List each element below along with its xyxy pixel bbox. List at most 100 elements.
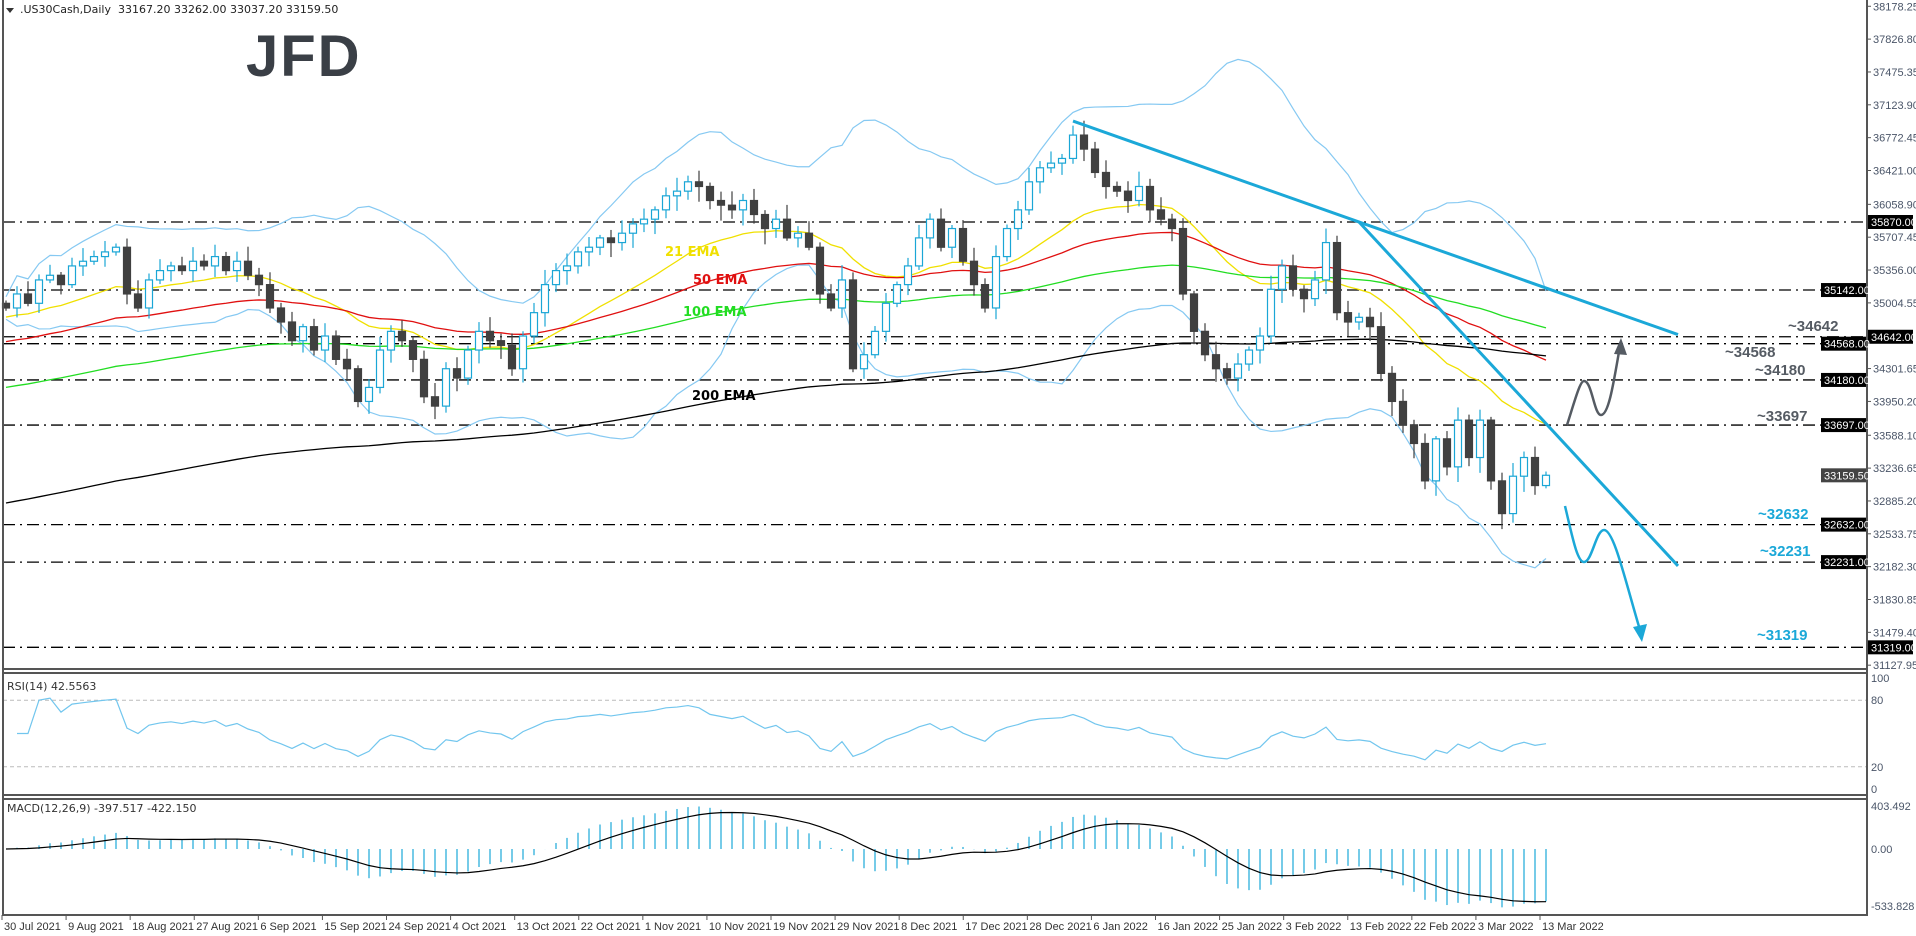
candle <box>749 188 759 224</box>
candle-body <box>144 279 154 309</box>
candle <box>12 286 22 318</box>
candle-body <box>1387 372 1397 403</box>
candle <box>914 224 924 270</box>
candle-body <box>903 265 913 286</box>
candle-body <box>738 199 748 211</box>
candle-body <box>419 358 429 398</box>
candle-body <box>166 265 176 272</box>
candle <box>1398 389 1408 433</box>
candle <box>606 229 616 258</box>
price-tick-label: 34301.65 <box>1873 364 1916 376</box>
annotation-33697: ~33697 <box>1757 408 1808 425</box>
candle-body <box>1442 438 1452 468</box>
candle <box>1519 451 1529 492</box>
level-price-label: 33697.00 <box>1824 420 1870 432</box>
candle <box>1255 327 1265 364</box>
candle <box>771 209 781 238</box>
candle-body <box>78 260 88 267</box>
rsi-tick-label: 80 <box>1871 695 1883 707</box>
candle-body <box>1486 419 1496 482</box>
date-label: 29 Nov 2021 <box>837 921 899 933</box>
candle <box>45 264 55 284</box>
price-tick-label: 37123.90 <box>1873 100 1916 112</box>
macd-signal-line <box>5 811 1547 903</box>
candle <box>727 191 737 219</box>
candle-body <box>1508 475 1518 515</box>
candle-body <box>1134 185 1144 202</box>
price-tick-label: 36772.45 <box>1873 133 1916 145</box>
candle-body <box>628 223 638 234</box>
price-tick-label: 33950.20 <box>1873 396 1916 408</box>
candle <box>1541 471 1551 489</box>
price-tick-label: 37826.80 <box>1873 34 1916 46</box>
candle <box>67 257 77 288</box>
candle-body <box>221 255 231 272</box>
candle-body <box>364 386 374 403</box>
candle-body <box>408 340 418 360</box>
candle <box>958 220 968 266</box>
candle <box>881 293 891 342</box>
candle-body <box>232 260 242 272</box>
candle <box>936 208 946 252</box>
price-tick-label: 33236.65 <box>1873 463 1916 475</box>
level-price-box <box>1821 336 1866 351</box>
candle-body <box>309 326 319 351</box>
candle-body <box>1112 185 1122 192</box>
candle-body <box>1156 209 1166 220</box>
candle <box>1431 436 1441 496</box>
trendline <box>1357 220 1680 567</box>
candle-body <box>1332 241 1342 314</box>
candle <box>1354 312 1364 330</box>
level-price-box <box>1868 215 1913 229</box>
bollinger-upper <box>5 58 1547 304</box>
candle <box>760 210 770 245</box>
current-price-box <box>1821 468 1866 483</box>
candle-body <box>1354 316 1364 323</box>
candle <box>1530 446 1540 495</box>
candle-body <box>793 232 803 239</box>
candle-body <box>1475 419 1485 459</box>
candle-body <box>375 349 385 389</box>
ema50-label: 50 EMA <box>693 273 748 288</box>
candle <box>1200 323 1210 362</box>
candle-body <box>1420 442 1430 482</box>
date-label: 3 Mar 2022 <box>1478 921 1534 933</box>
candle-body <box>474 330 484 351</box>
price-tick-label: 32182.30 <box>1873 562 1916 574</box>
candle-body <box>1431 438 1441 482</box>
candle <box>661 187 671 219</box>
candle-body <box>265 284 275 309</box>
level-price-label: 35870.00 <box>1871 217 1916 229</box>
candle-body <box>1343 312 1353 323</box>
level-price-label: 34180.00 <box>1824 375 1870 387</box>
macd-tick-label: 0.00 <box>1871 844 1892 856</box>
candle <box>1321 228 1331 294</box>
price-tick-label: 33588.10 <box>1873 430 1916 442</box>
candle <box>122 238 132 305</box>
candle <box>1134 171 1144 207</box>
candle-body <box>573 251 583 267</box>
candle-body <box>1178 227 1188 295</box>
date-label: 18 Aug 2021 <box>132 921 194 933</box>
candle <box>452 357 462 392</box>
candle-body <box>683 181 693 192</box>
dropdown-triangle-icon[interactable] <box>6 7 14 13</box>
candle <box>584 237 594 267</box>
ohlc-readout: 33167.20 33262.00 33037.20 33159.50 <box>117 3 339 16</box>
ema100-label: 100 EMA <box>683 305 747 320</box>
date-label: 17 Dec 2021 <box>965 921 1027 933</box>
candle <box>78 248 88 276</box>
candle-body <box>496 340 506 346</box>
candle-body <box>837 279 847 309</box>
candle <box>375 336 385 394</box>
price-tick-label: 38178.25 <box>1873 1 1916 13</box>
candle <box>309 318 319 356</box>
macd-panel: 403.492 0.00 -533.828 <box>5 801 1914 913</box>
panel-frames <box>2 0 1868 916</box>
candle <box>848 272 858 373</box>
date-label: 30 Jul 2021 <box>4 921 61 933</box>
candle-body <box>705 185 715 202</box>
candle <box>1376 312 1386 382</box>
macd-tick-label: -533.828 <box>1871 901 1914 913</box>
candle <box>782 204 792 241</box>
